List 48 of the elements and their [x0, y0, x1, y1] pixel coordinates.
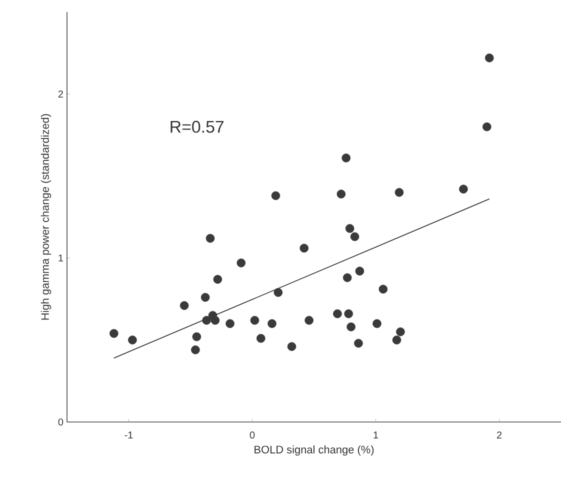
point: [342, 154, 351, 162]
point: [226, 319, 234, 328]
point: [180, 301, 189, 310]
point: [336, 190, 346, 198]
point: [110, 329, 118, 338]
y-axis-title: High gamma power change (standardized): [40, 114, 52, 320]
x-tick-label: 1: [374, 432, 378, 438]
x-tick-label: -1: [124, 432, 133, 438]
point: [344, 309, 353, 318]
point: [236, 258, 246, 268]
point: [210, 316, 220, 325]
point: [482, 122, 492, 132]
point: [484, 54, 494, 62]
point: [333, 309, 342, 318]
point: [346, 322, 356, 332]
point: [392, 336, 402, 344]
point: [355, 266, 364, 276]
point: [206, 234, 215, 243]
point: [274, 288, 283, 297]
x-tick-label: 0: [250, 432, 255, 439]
point: [271, 191, 280, 200]
point: [342, 273, 352, 282]
x-axis-title: BOLD signal change (%): [254, 445, 374, 456]
point: [396, 327, 405, 336]
point: [459, 184, 468, 194]
y-tick-label: 1: [58, 254, 63, 262]
point: [250, 316, 260, 325]
point: [128, 336, 137, 344]
point: [300, 244, 309, 253]
x-tick-label: 2: [496, 432, 502, 438]
point: [287, 342, 296, 351]
point: [191, 345, 200, 354]
y-tick-label: 0: [58, 418, 64, 426]
point: [372, 319, 382, 328]
point: [200, 292, 210, 302]
point: [304, 316, 314, 325]
point: [394, 188, 404, 197]
point: [378, 284, 388, 294]
point: [345, 224, 354, 233]
point: [268, 319, 276, 328]
point: [350, 232, 360, 242]
y-tick-label: 2: [58, 90, 63, 98]
annotation: R=0.57: [170, 120, 224, 133]
point: [213, 274, 222, 284]
point: [256, 334, 266, 343]
point: [192, 332, 202, 342]
point: [202, 316, 211, 325]
point: [354, 338, 363, 348]
